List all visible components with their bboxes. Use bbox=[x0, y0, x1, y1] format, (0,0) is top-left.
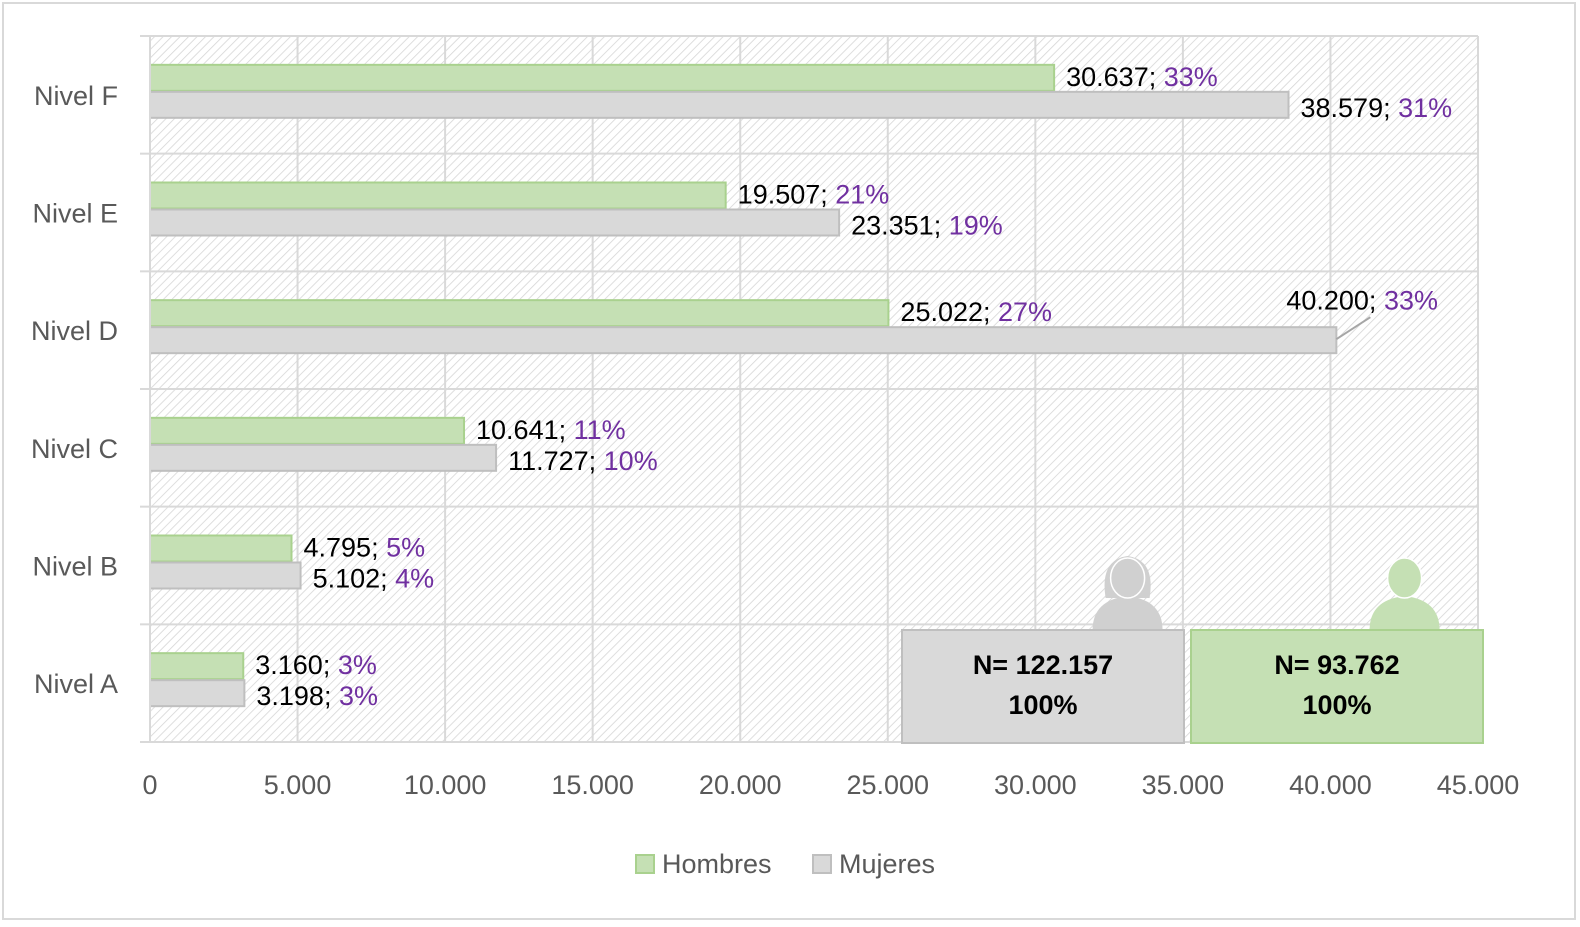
x-tick-label: 25.000 bbox=[846, 770, 929, 800]
legend-item-hombres: Hombres bbox=[635, 849, 772, 879]
y-category-label: Nivel F bbox=[34, 81, 118, 111]
data-label: 10.641; 11% bbox=[476, 415, 626, 445]
data-label-percent: 4% bbox=[395, 564, 434, 594]
x-tick-label: 45.000 bbox=[1437, 770, 1520, 800]
legend-label: Mujeres bbox=[839, 849, 935, 879]
y-category-label: Nivel B bbox=[32, 552, 118, 582]
legend-label: Hombres bbox=[662, 849, 772, 879]
data-label: 25.022; 27% bbox=[900, 297, 1052, 327]
data-label-percent: 33% bbox=[1384, 285, 1438, 315]
data-label: 19.507; 21% bbox=[738, 180, 890, 210]
x-tick-label: 0 bbox=[142, 770, 157, 800]
data-label-percent: 31% bbox=[1398, 93, 1452, 123]
data-label-percent: 11% bbox=[574, 415, 626, 445]
bar-mujeres bbox=[149, 679, 246, 708]
y-category-label: Nivel C bbox=[31, 434, 118, 464]
data-label-value: 30.637; bbox=[1066, 62, 1164, 92]
data-label: 3.198; 3% bbox=[256, 681, 378, 711]
bar-mujeres bbox=[149, 326, 1338, 355]
bar-hombres bbox=[149, 534, 293, 563]
total-n-label: N= 93.762 bbox=[1274, 650, 1399, 680]
data-label-value: 19.507; bbox=[738, 180, 836, 210]
bar-chart: 30.637; 33% 38.579; 31% 19.507; 21%23.351;… bbox=[31, 35, 1520, 879]
legend-swatch bbox=[635, 854, 655, 874]
bar-mujeres bbox=[149, 208, 841, 237]
data-label-percent: 3% bbox=[339, 681, 378, 711]
data-label-value: 23.351; bbox=[851, 211, 949, 241]
data-label-value: 3.160; bbox=[255, 650, 338, 680]
data-label-percent: 33% bbox=[1164, 62, 1218, 92]
x-tick-label: 35.000 bbox=[1142, 770, 1225, 800]
data-label-value: 38.579; bbox=[1301, 93, 1399, 123]
total-pct-label: 100% bbox=[1008, 690, 1077, 720]
data-label-value: 10.641; bbox=[476, 415, 574, 445]
data-label: 38.579; 31% bbox=[1301, 93, 1453, 123]
bar-hombres bbox=[149, 299, 890, 328]
data-label-percent: 27% bbox=[998, 297, 1052, 327]
bar-hombres bbox=[149, 416, 466, 445]
x-tick-label: 15.000 bbox=[551, 770, 634, 800]
data-label: 5.102; 4% bbox=[313, 564, 435, 594]
bar-hombres bbox=[149, 652, 245, 681]
bar-hombres bbox=[149, 181, 727, 210]
total-pct-label: 100% bbox=[1302, 690, 1371, 720]
data-label: 3.160; 3% bbox=[255, 650, 377, 680]
total-box-hombres bbox=[1190, 629, 1484, 744]
data-label: 23.351; 19% bbox=[851, 211, 1003, 241]
data-label: 4.795; 5% bbox=[304, 533, 426, 563]
data-label-value: 3.198; bbox=[256, 681, 339, 711]
x-tick-label: 20.000 bbox=[699, 770, 782, 800]
data-label: 11.727; 10% bbox=[508, 446, 658, 476]
y-category-label: Nivel D bbox=[31, 316, 118, 346]
woman-icon bbox=[1092, 556, 1163, 630]
data-label-value: 5.102; bbox=[313, 564, 396, 594]
data-label-value: 25.022; bbox=[900, 297, 998, 327]
man-icon bbox=[1369, 557, 1440, 630]
callout-leader-line bbox=[1335, 316, 1371, 341]
data-label-value: 40.200; bbox=[1286, 285, 1384, 315]
x-tick-label: 10.000 bbox=[404, 770, 487, 800]
y-category-label: Nivel A bbox=[34, 669, 118, 699]
total-box-mujeres bbox=[901, 629, 1185, 744]
data-label-percent: 3% bbox=[338, 650, 377, 680]
data-label: 30.637; 33% bbox=[1066, 62, 1218, 92]
legend-item-mujeres: Mujeres bbox=[812, 849, 935, 879]
bar-mujeres bbox=[149, 443, 498, 472]
legend-swatch bbox=[812, 854, 832, 874]
data-label-percent: 19% bbox=[949, 211, 1003, 241]
bar-mujeres bbox=[149, 90, 1290, 119]
data-label: 40.200; 33% bbox=[1286, 285, 1438, 315]
x-tick-label: 30.000 bbox=[994, 770, 1077, 800]
x-tick-label: 5.000 bbox=[264, 770, 332, 800]
data-label-value: 4.795; bbox=[304, 533, 387, 563]
data-label-percent: 21% bbox=[835, 180, 889, 210]
data-label-percent: 10% bbox=[604, 446, 658, 476]
x-tick-label: 40.000 bbox=[1289, 770, 1372, 800]
bar-hombres bbox=[149, 63, 1056, 92]
y-category-label: Nivel E bbox=[32, 199, 118, 229]
data-label-value: 11.727; bbox=[508, 446, 604, 476]
data-label-percent: 5% bbox=[386, 533, 425, 563]
bar-mujeres bbox=[149, 561, 302, 590]
total-n-label: N= 122.157 bbox=[973, 650, 1113, 680]
